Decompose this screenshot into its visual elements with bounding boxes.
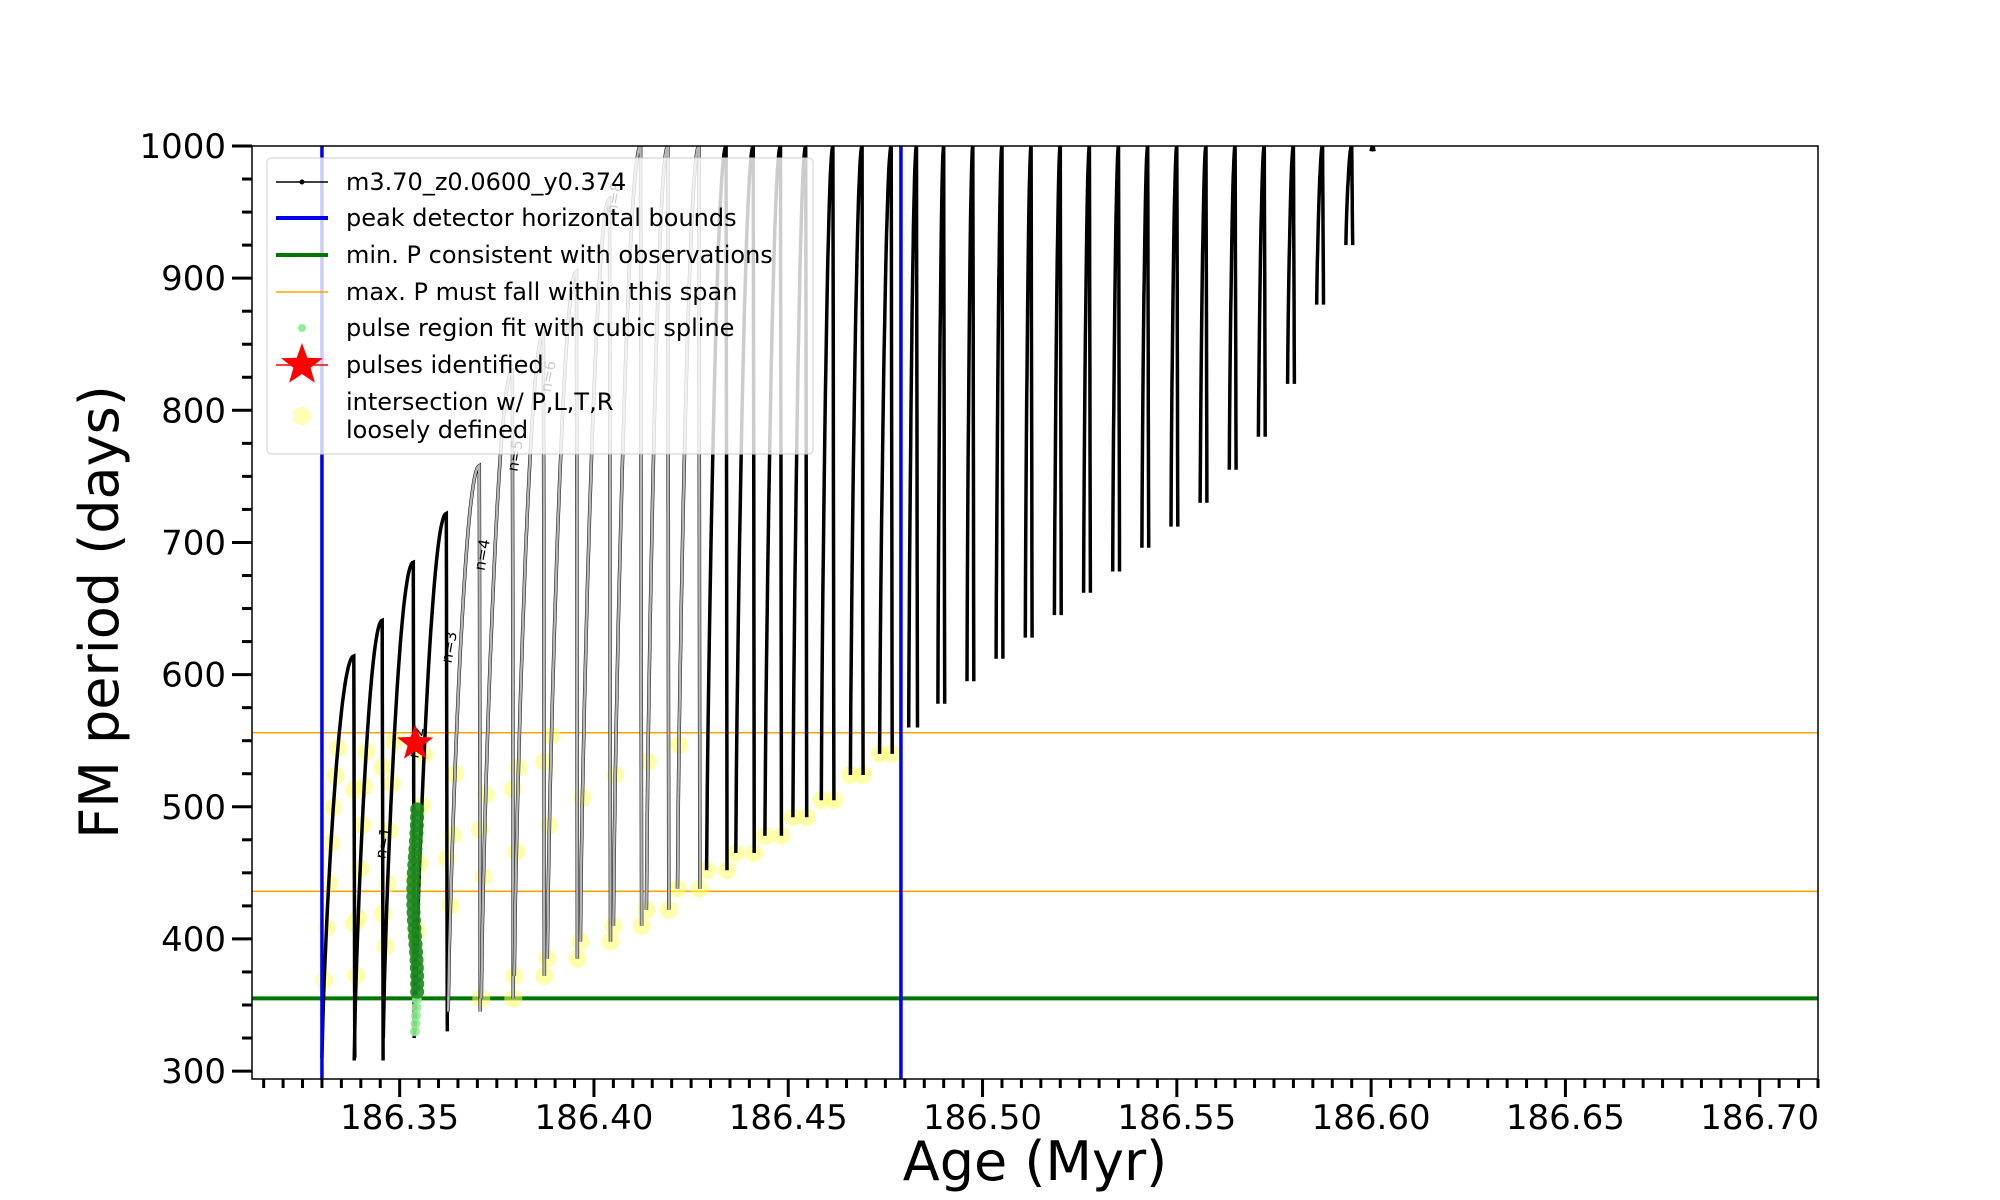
y-tick-label: 800 [161, 391, 226, 431]
cycle-curve-fade-5 [446, 463, 482, 1012]
x-tick-label: 186.50 [923, 1098, 1042, 1138]
cycle-curve-21 [936, 146, 947, 704]
cycle-curve-27 [1110, 146, 1122, 572]
intersection-point [783, 808, 802, 827]
x-axis: 186.35 186.40 186.45 186.50 186.55 186.60 186.… [262, 1079, 1820, 1138]
intersection-circles [315, 727, 902, 1008]
plot-frame [251, 145, 1819, 1080]
y-tick-label: 900 [161, 259, 226, 299]
cycle-curve-20 [906, 146, 920, 728]
y-axis: 300 400 500 600 700 800 900 1000 [139, 127, 252, 1092]
x-tick-label: 186.65 [1506, 1098, 1625, 1138]
intersection-point [797, 808, 816, 827]
intersection-point [535, 966, 554, 985]
cycle-curve-26 [1081, 146, 1093, 593]
cycle-label-1: n=1 [371, 826, 394, 860]
intersection-point [568, 949, 587, 968]
intersection-point [726, 844, 745, 863]
cycle-curve-28 [1140, 146, 1151, 548]
intersection-point [755, 826, 774, 845]
legend-entry-label: max. P must fall within this span [346, 278, 737, 306]
y-tick-label: 300 [161, 1052, 226, 1092]
legend-handle-dot [299, 179, 305, 185]
spline-point [410, 1018, 421, 1029]
cycle-label-3: n=3 [438, 630, 461, 664]
y-tick-label: 400 [161, 920, 226, 960]
spline-point [410, 802, 425, 817]
legend-entry-label: m3.70_z0.0600_y0.374 [346, 168, 626, 196]
pulse-identified-group [397, 724, 434, 759]
intersection-point [841, 766, 860, 785]
x-axis-title: Age (Myr) [903, 1130, 1168, 1193]
cycle-curve-34 [1314, 146, 1326, 305]
legend-entry-label: intersection w/ P,L,T,R loosely defined [346, 388, 613, 444]
cycle-curve-22 [965, 146, 976, 682]
cycle-curve-29 [1169, 146, 1180, 527]
intersection-point [632, 916, 651, 935]
x-tick-label: 186.60 [1312, 1098, 1431, 1138]
y-tick-label: 700 [161, 523, 226, 563]
legend-entry-label: min. P consistent with observations [346, 241, 773, 269]
y-axis-title: FM period (days) [68, 385, 131, 839]
spline-point [409, 1026, 420, 1037]
spline-fit-points [406, 802, 425, 1037]
cycle-curve-19 [877, 146, 894, 754]
legend-handle-star [281, 343, 323, 383]
y-tick-label: 500 [161, 788, 226, 828]
intersection-point [659, 900, 678, 919]
x-tick-label: 186.55 [1117, 1098, 1236, 1138]
cycle-curve-30 [1198, 146, 1209, 503]
intersection-point [870, 744, 889, 763]
cycle-curve-2 [352, 617, 385, 1061]
cycle-curve-24 [1023, 146, 1034, 638]
x-tick-label: 186.70 [1700, 1098, 1819, 1138]
cycle-curve-35 [1344, 146, 1355, 246]
cycle-curve-32 [1256, 146, 1267, 437]
cycle-curve-31 [1227, 146, 1238, 470]
cycle-curve-23 [994, 146, 1005, 659]
cycle-label-4: n=4 [471, 538, 494, 572]
cycle-curve-33 [1285, 146, 1297, 384]
x-tick-label: 186.35 [340, 1098, 459, 1138]
legend-entry-label: peak detector horizontal bounds [346, 204, 737, 232]
y-tick-label: 600 [161, 656, 226, 696]
intersection-point [854, 766, 873, 785]
pulse-identified-star [397, 724, 434, 759]
cycle-curve-3 [381, 559, 416, 1039]
x-tick-label: 186.40 [534, 1098, 653, 1138]
cycle-curve-18 [848, 146, 865, 776]
x-tick-label: 186.45 [729, 1098, 848, 1138]
legend-box [266, 157, 814, 455]
spline-point [411, 1010, 422, 1021]
cycle-curve-36 [1369, 146, 1376, 152]
spline-point [411, 1002, 422, 1013]
intersection-point [772, 826, 791, 845]
cycle-curve-1 [320, 653, 357, 1058]
cycle-curve-17 [819, 146, 836, 801]
y-tick-label: 1000 [139, 127, 226, 167]
legend-entry-label: pulse region fit with cubic spline [346, 314, 734, 342]
legend-handle-circle [293, 407, 311, 425]
intersection-point [745, 844, 764, 863]
cycle-curve-25 [1052, 146, 1063, 616]
intersection-point [883, 744, 902, 763]
legend-handle-dot [298, 324, 306, 332]
legend-entry-label: pulses identified [346, 351, 544, 379]
